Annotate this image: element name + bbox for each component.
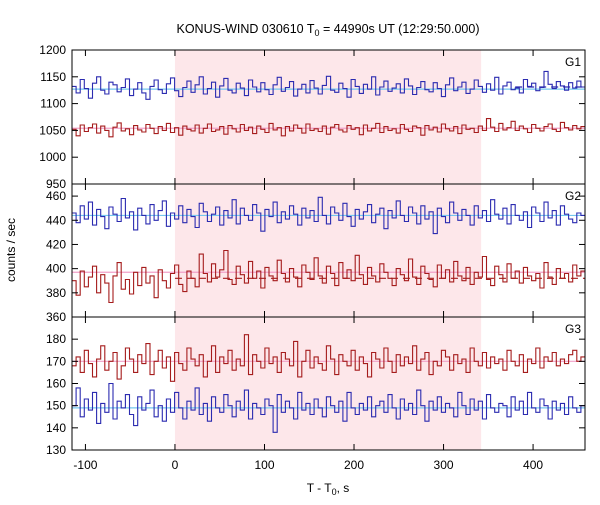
y-tick-label: 170 (46, 354, 66, 368)
count-rate-curve-g3-0 (72, 334, 585, 382)
panel-label-g3: G3 (565, 322, 581, 336)
y-tick-label: 140 (46, 421, 66, 435)
x-tick-label: 200 (344, 458, 364, 472)
y-tick-label: 180 (46, 332, 66, 346)
y-tick-label: 150 (46, 399, 66, 413)
y-tick-label: 1100 (40, 97, 66, 111)
count-rate-curve-g2-0 (72, 196, 585, 235)
count-rate-curve-g1-0 (72, 70, 585, 100)
y-tick-label: 1000 (39, 150, 66, 164)
count-rate-curve-g1-1 (72, 118, 585, 138)
y-tick-label: 130 (46, 443, 66, 457)
chart-title: KONUS-WIND 030610 T0 = 44990s UT (12:29:… (177, 22, 480, 38)
panel-g3: 130 140 150 160 170 180 G3 (46, 316, 586, 457)
count-rate-curve-g2-1 (72, 249, 585, 304)
y-tick-label: 950 (46, 177, 66, 191)
y-axis-label: counts / sec (4, 218, 18, 282)
y-tick-label: 160 (46, 377, 66, 391)
x-tick-label: -100 (73, 458, 97, 472)
y-tick-label: 440 (46, 213, 66, 227)
plot-area: 95010001050110011501200G1360380400420440… (39, 43, 586, 472)
x-tick-label: 400 (523, 458, 543, 472)
panel-label-g2: G2 (565, 189, 581, 203)
x-tick-label: 0 (172, 458, 179, 472)
burst-interval-highlight (174, 50, 482, 450)
y-tick-label: 1200 (39, 43, 66, 57)
count-rate-curve-g3-1 (72, 382, 585, 433)
y-tick-label: 460 (46, 189, 66, 203)
y-tick-label: 380 (46, 286, 66, 300)
y-tick-label: 420 (46, 237, 66, 251)
panel-label-g1: G1 (565, 55, 581, 69)
y-tick-label: 1150 (40, 70, 66, 84)
y-tick-label: 360 (46, 310, 66, 324)
x-tick-label: 100 (254, 458, 274, 472)
x-axis-label: T - T0, s (307, 481, 350, 497)
y-tick-label: 400 (46, 262, 66, 276)
x-tick-label: 300 (434, 458, 454, 472)
y-tick-label: 1050 (39, 123, 66, 137)
